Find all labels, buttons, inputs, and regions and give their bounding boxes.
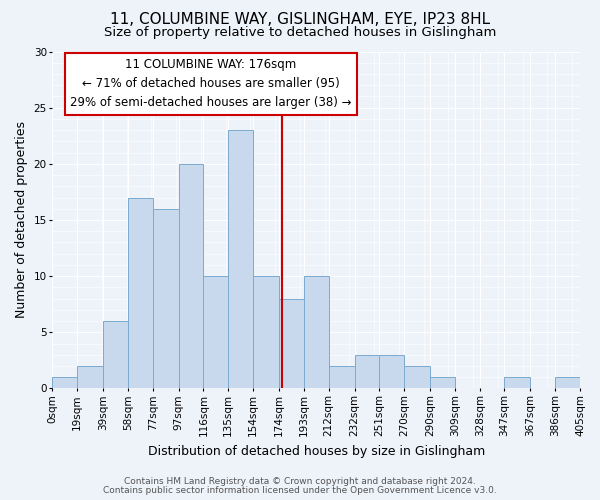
Text: Size of property relative to detached houses in Gislingham: Size of property relative to detached ho…: [104, 26, 496, 39]
Bar: [128, 198, 152, 388]
Y-axis label: Number of detached properties: Number of detached properties: [15, 122, 28, 318]
Text: 11, COLUMBINE WAY, GISLINGHAM, EYE, IP23 8HL: 11, COLUMBINE WAY, GISLINGHAM, EYE, IP23…: [110, 12, 490, 28]
Bar: [77, 366, 103, 388]
Bar: [430, 378, 455, 388]
Bar: [179, 164, 203, 388]
Bar: [279, 298, 304, 388]
Bar: [505, 378, 530, 388]
Bar: [304, 276, 329, 388]
Text: 11 COLUMBINE WAY: 176sqm
← 71% of detached houses are smaller (95)
29% of semi-d: 11 COLUMBINE WAY: 176sqm ← 71% of detach…: [70, 58, 352, 109]
Bar: [555, 378, 580, 388]
Bar: [228, 130, 253, 388]
Bar: [52, 378, 77, 388]
Bar: [329, 366, 355, 388]
Text: Contains public sector information licensed under the Open Government Licence v3: Contains public sector information licen…: [103, 486, 497, 495]
Bar: [355, 355, 379, 388]
Bar: [379, 355, 404, 388]
Bar: [203, 276, 228, 388]
Bar: [253, 276, 279, 388]
Bar: [152, 209, 179, 388]
Bar: [404, 366, 430, 388]
X-axis label: Distribution of detached houses by size in Gislingham: Distribution of detached houses by size …: [148, 444, 485, 458]
Text: Contains HM Land Registry data © Crown copyright and database right 2024.: Contains HM Land Registry data © Crown c…: [124, 477, 476, 486]
Bar: [103, 321, 128, 388]
